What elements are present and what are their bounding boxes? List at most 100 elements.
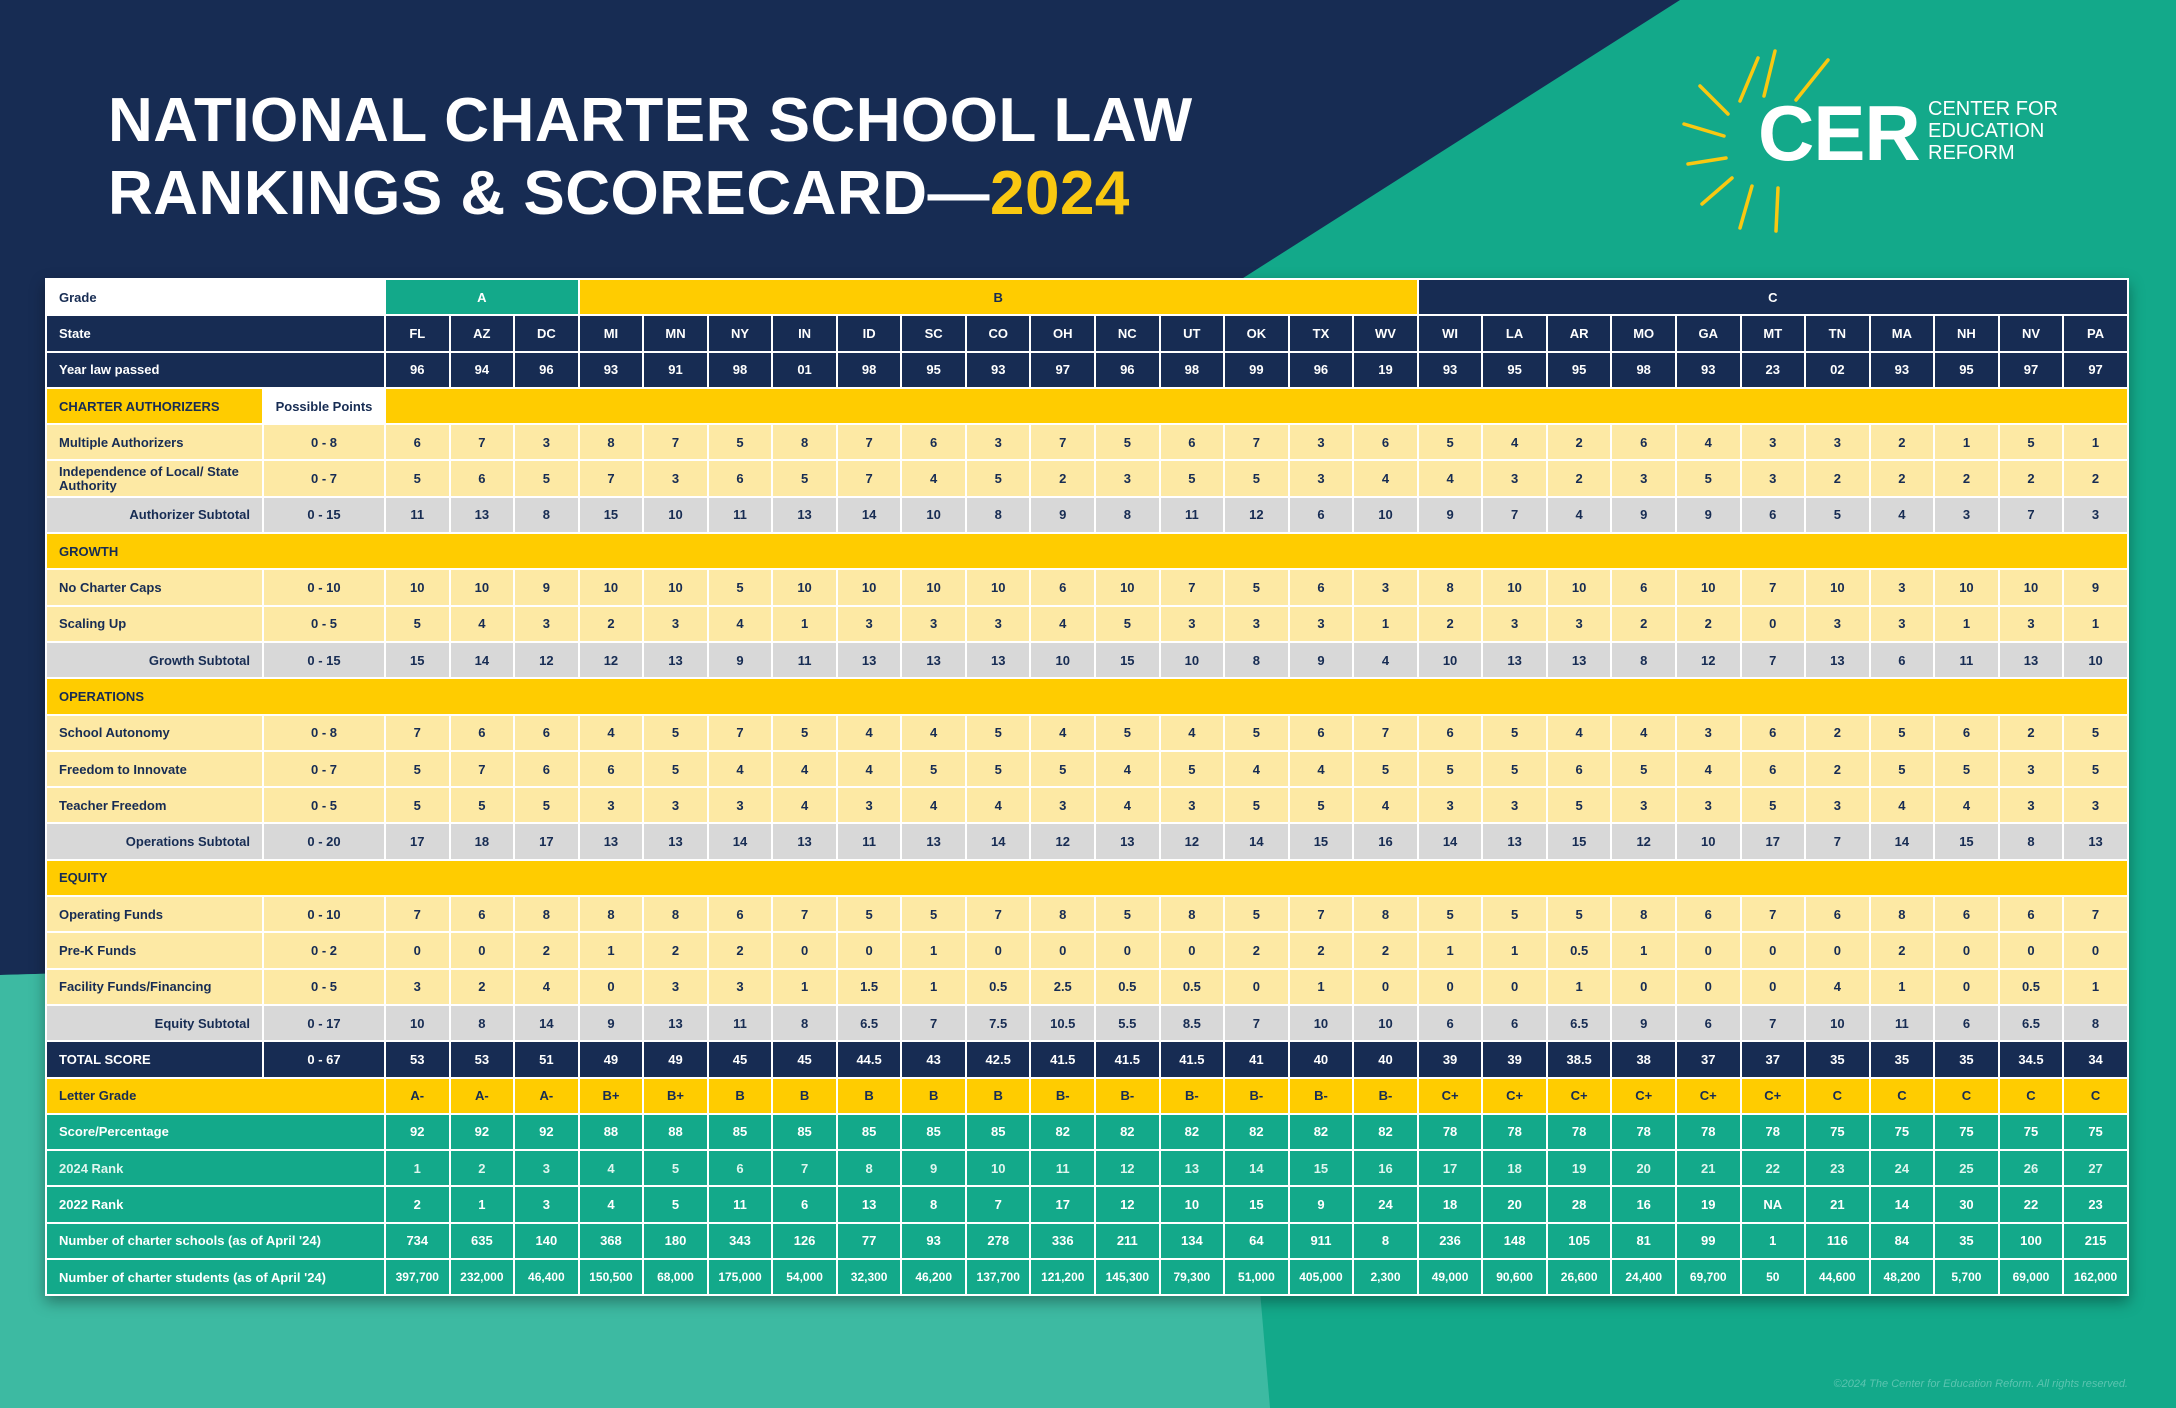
subtotal-cell: 14 <box>1223 822 1290 861</box>
subtotal-cell: 8.5 <box>1158 1003 1226 1043</box>
letter-grade-cell: C+ <box>1416 1076 1484 1115</box>
possible-points: 0 - 5 <box>261 967 387 1006</box>
score-cell: 5 <box>513 786 580 825</box>
score-cell: 2 <box>1287 931 1355 970</box>
total-score-cell: 44.5 <box>835 1040 903 1079</box>
score-cell: 8 <box>1416 568 1484 607</box>
rank-2024-cell: 16 <box>1352 1149 1419 1188</box>
percentage-cell: 78 <box>1739 1112 1807 1152</box>
grade-group-a: A <box>384 277 580 317</box>
charter-students-cell: 90,600 <box>1481 1258 1548 1297</box>
possible-points: 0 - 10 <box>261 568 387 607</box>
subtotal-cell: 7 <box>900 1003 967 1043</box>
subtotal-cell: 17 <box>384 822 451 861</box>
subtotal-cell: 6 <box>1287 495 1355 535</box>
score-cell: 8 <box>771 423 838 462</box>
score-cell: 5 <box>1352 749 1419 789</box>
score-cell: 6 <box>1739 713 1807 752</box>
score-cell: 5 <box>1094 895 1161 934</box>
score-cell: 3 <box>1997 749 2065 789</box>
subtotal-cell: 16 <box>1352 822 1419 861</box>
score-cell: 6 <box>706 895 774 934</box>
score-cell: 6 <box>1287 713 1355 752</box>
subtotal-cell: 5.5 <box>1094 1003 1161 1043</box>
state-cell: PA <box>2062 314 2129 353</box>
subtotal-cell: 14 <box>835 495 903 535</box>
score-cell: 5 <box>384 749 451 789</box>
letter-grade-cell: C+ <box>1481 1076 1548 1115</box>
charter-schools-cell: 77 <box>835 1221 903 1261</box>
rank-2022-cell: 24 <box>1352 1185 1419 1224</box>
year-cell: 98 <box>706 350 774 389</box>
score-cell: 4 <box>900 459 967 498</box>
score-cell: 2 <box>642 931 709 970</box>
rank-2024-cell: 5 <box>642 1149 709 1188</box>
score-cell: 6 <box>1997 895 2065 934</box>
score-cell: 10 <box>964 568 1032 607</box>
subtotal-cell: 13 <box>1481 822 1548 861</box>
score-cell: 4 <box>1094 749 1161 789</box>
subtotal-cell: 6 <box>1739 495 1807 535</box>
score-cell: 4 <box>1416 459 1484 498</box>
subtotal-cell: 9 <box>1029 495 1097 535</box>
score-cell: 7 <box>1739 568 1807 607</box>
score-cell: 5 <box>1416 895 1484 934</box>
criteria-label: Pre-K Funds <box>45 931 264 970</box>
score-cell: 4 <box>1352 786 1419 825</box>
total-score-cell: 39 <box>1481 1040 1548 1079</box>
subtotal-cell: 8 <box>2062 1003 2129 1043</box>
subtotal-cell: 7.5 <box>964 1003 1032 1043</box>
score-cell: 6 <box>1029 568 1097 607</box>
percentage-cell: 75 <box>1997 1112 2065 1152</box>
subtotal-cell: 5 <box>1804 495 1871 535</box>
score-cell: 1 <box>1610 931 1677 970</box>
letter-grade-cell: B- <box>1287 1076 1355 1115</box>
subtotal-cell: 9 <box>1674 495 1742 535</box>
rank-2024-row: 2024 Rank 1 2 3 4 5 6 7 8 9 10 11 12 13 14 15 16 17 18 19 20… <box>44 1149 2129 1188</box>
score-cell: 6 <box>513 749 580 789</box>
percentage-cell: 82 <box>1287 1112 1355 1152</box>
score-cell: 1 <box>1933 423 2000 462</box>
year-cell: 97 <box>1997 350 2065 389</box>
state-cell: NY <box>706 314 774 353</box>
subtotal-cell: 6.5 <box>1997 1003 2065 1043</box>
score-cell: 5 <box>1545 786 1613 825</box>
score-cell: 3 <box>642 459 709 498</box>
rank-2024-cell: 26 <box>1997 1149 2065 1188</box>
charter-students-cell: 145,300 <box>1094 1258 1161 1297</box>
score-cell: 2.5 <box>1029 967 1097 1006</box>
criteria-label: Multiple Authorizers <box>45 423 264 462</box>
score-cell: 4 <box>1029 604 1097 643</box>
subtotal-cell: 13 <box>835 640 903 680</box>
score-cell: 4 <box>1933 786 2000 825</box>
score-cell: 1 <box>2062 423 2129 462</box>
score-cell: 5 <box>1545 895 1613 934</box>
score-cell: 5 <box>771 459 838 498</box>
charter-students-cell: 24,400 <box>1610 1258 1677 1297</box>
charter-students-cell: 137,700 <box>964 1258 1032 1297</box>
score-cell: 6 <box>1287 568 1355 607</box>
score-cell: 5 <box>1868 749 1936 789</box>
score-cell: 4 <box>964 786 1032 825</box>
percentage-cell: 92 <box>448 1112 516 1152</box>
rank-2022-cell: 19 <box>1674 1185 1742 1224</box>
subtotal-row: Growth Subtotal 0 - 15 15 14 12 12 13 9 11 13 13 13… <box>45 640 2129 680</box>
charter-students-cell: 48,200 <box>1868 1258 1936 1297</box>
score-cell: 2 <box>1804 713 1871 752</box>
score-cell: 3 <box>1739 423 1807 462</box>
subtotal-cell: 7 <box>1481 495 1548 535</box>
subtotal-cell: 6.5 <box>1545 1003 1613 1043</box>
percentage-cell: 75 <box>1933 1112 2000 1152</box>
charter-students-cell: 46,200 <box>900 1258 967 1297</box>
subtotal-cell: 13 <box>448 495 516 535</box>
subtotal-cell: 13 <box>1545 640 1613 680</box>
charter-schools-cell: 148 <box>1481 1221 1548 1261</box>
state-cell: AR <box>1545 314 1613 353</box>
criteria-label: Scaling Up <box>45 604 264 643</box>
score-cell: 5 <box>1158 459 1226 498</box>
total-score-cell: 38 <box>1610 1040 1677 1079</box>
score-cell: 6 <box>1610 423 1677 462</box>
score-cell: 1.5 <box>835 967 903 1006</box>
charter-schools-cell: 100 <box>1997 1221 2065 1261</box>
